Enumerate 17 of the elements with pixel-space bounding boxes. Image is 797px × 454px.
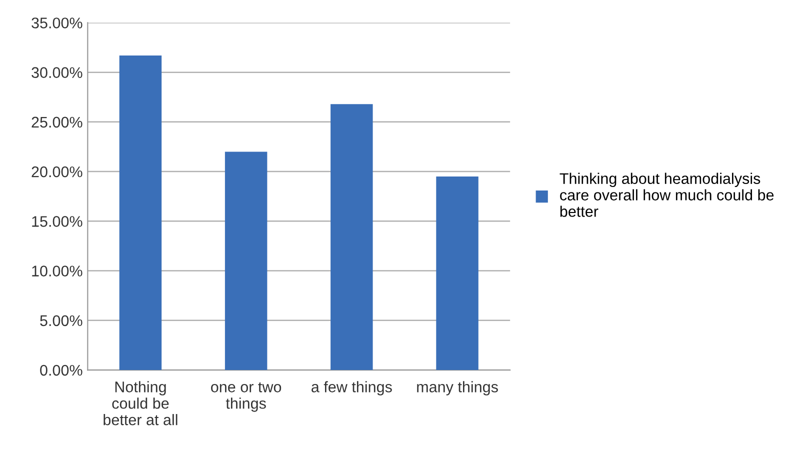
y-tick-label: 35.00%: [32, 18, 82, 28]
y-tick-label: 25.00%: [32, 116, 82, 128]
bar: [330, 104, 373, 370]
bar: [119, 55, 162, 370]
x-tick-label: a few things: [312, 381, 392, 396]
bar: [224, 152, 268, 370]
y-tick-label: 0.00%: [40, 364, 82, 376]
x-tick-label: Nothing could be better at all: [104, 381, 178, 426]
y-tick-label: 15.00%: [32, 216, 82, 227]
y-tick-label: 30.00%: [32, 67, 82, 78]
bar: [436, 176, 478, 370]
x-tick-label: one or two things: [211, 382, 282, 412]
y-tick-label: 5.00%: [40, 315, 82, 326]
y-tick-label: 10.00%: [32, 266, 82, 276]
x-tick-label: many things: [417, 381, 498, 396]
y-tick-label: 20.00%: [32, 166, 82, 178]
legend-label: Thinking about heamodialysis care overall how much could be better: [560, 172, 774, 217]
